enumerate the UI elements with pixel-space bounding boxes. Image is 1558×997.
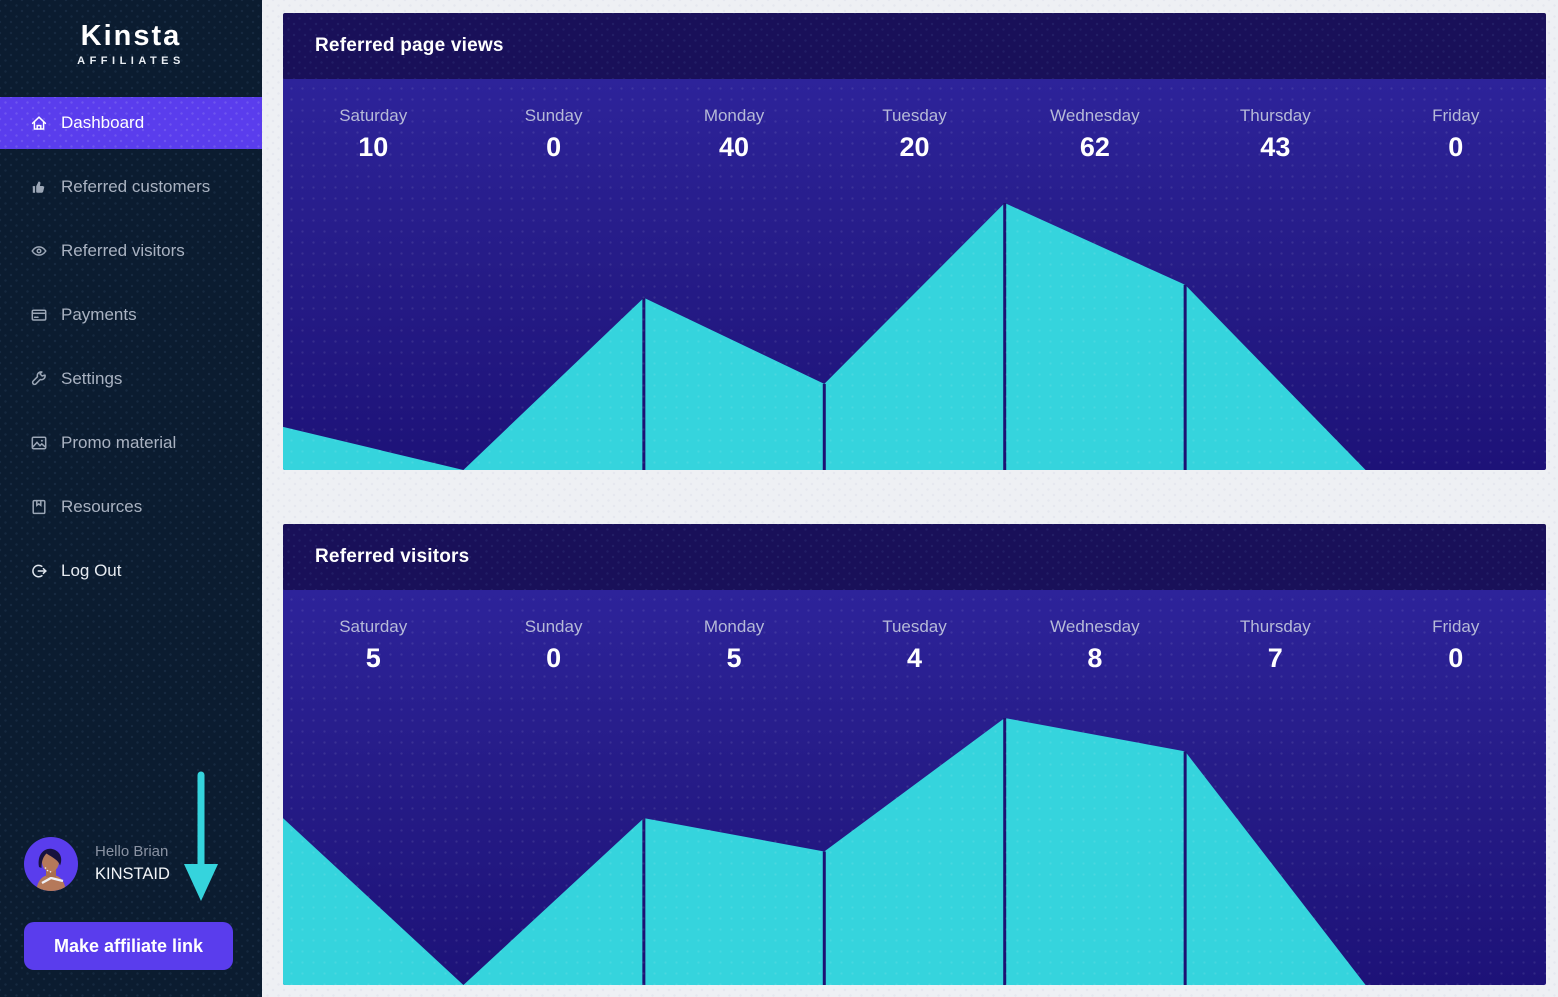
home-icon	[30, 114, 48, 132]
day-value: 0	[546, 132, 562, 162]
day-value: 62	[1079, 132, 1110, 162]
brand-logo: Kinsta AFFILIATES	[0, 0, 262, 67]
user-username: KINSTAID	[95, 865, 170, 883]
chart-column-thursday: Thursday 7	[1185, 590, 1365, 674]
chart-column-friday: Friday 0	[1366, 590, 1546, 674]
day-value: 8	[1087, 643, 1103, 673]
user-greeting: Hello Brian	[95, 843, 169, 860]
sidebar-item-payments[interactable]: Payments	[0, 289, 262, 341]
chart-column-sunday: Sunday 0	[463, 79, 643, 163]
down-arrow-icon	[184, 771, 218, 901]
chart-column-monday: Monday 40	[644, 79, 824, 163]
day-value: 5	[726, 643, 742, 673]
day-value: 43	[1260, 132, 1291, 162]
chart-title: Referred page views	[315, 35, 504, 56]
sidebar-item-label: Settings	[61, 369, 123, 388]
sidebar-item-resources[interactable]: Resources	[0, 481, 262, 533]
sidebar-item-log-out[interactable]: Log Out	[0, 545, 262, 597]
day-label: Saturday	[339, 106, 408, 125]
brand-tagline: AFFILIATES	[77, 55, 185, 67]
user-info: Hello Brian KINSTAID	[24, 837, 170, 891]
chart-card-header: Referred visitors	[283, 524, 1546, 590]
sidebar-item-label: Payments	[61, 305, 137, 324]
brand-name: Kinsta	[80, 20, 182, 52]
sidebar-item-label: Promo material	[61, 433, 177, 452]
day-label: Friday	[1432, 617, 1480, 636]
sidebar-item-label: Dashboard	[61, 113, 145, 132]
day-label: Tuesday	[882, 617, 947, 636]
area-chart	[283, 203, 1366, 470]
chart-card-referred-page-views: Referred page views Saturday 10 Sunday 0 Mon…	[283, 13, 1546, 470]
chart-column-saturday: Saturday 10	[283, 79, 463, 163]
chart-title: Referred visitors	[315, 546, 470, 567]
day-label: Monday	[703, 106, 765, 125]
chart-column-thursday: Thursday 43	[1185, 79, 1365, 163]
sidebar-item-dashboard[interactable]: Dashboard	[0, 97, 262, 149]
sidebar-item-label: Resources	[61, 497, 143, 516]
sidebar-item-settings[interactable]: Settings	[0, 353, 262, 405]
day-label: Wednesday	[1050, 617, 1140, 636]
day-label: Monday	[703, 617, 765, 636]
chart-column-tuesday: Tuesday 20	[824, 79, 1004, 163]
chart-column-wednesday: Wednesday 8	[1005, 590, 1185, 674]
thumbs-up-icon	[30, 178, 48, 196]
day-label: Tuesday	[882, 106, 947, 125]
day-value: 7	[1267, 643, 1283, 673]
chart-column-monday: Monday 5	[644, 590, 824, 674]
sidebar-item-label: Referred customers	[61, 177, 211, 196]
chart-labels-row: Saturday 5 Sunday 0 Monday 5 Tuesday 4 Wednesday…	[283, 590, 1546, 674]
day-label: Friday	[1432, 106, 1480, 125]
day-label: Thursday	[1239, 617, 1311, 636]
chart-card-header: Referred page views	[283, 13, 1546, 79]
day-value: 0	[1448, 643, 1464, 673]
eye-icon	[30, 242, 48, 260]
day-value: 4	[906, 643, 922, 673]
day-value: 10	[358, 132, 389, 162]
sidebar: Kinsta AFFILIATES Dashboard Referred cust…	[0, 0, 262, 997]
chart-card-referred-visitors: Referred visitors Saturday 5 Sunday 0 Monday…	[283, 524, 1546, 985]
make-affiliate-link-button[interactable]: Make affiliate link	[24, 922, 233, 970]
wrench-icon	[30, 370, 48, 388]
area-chart	[283, 718, 1366, 985]
avatar	[24, 837, 78, 891]
image-icon	[30, 434, 48, 452]
sidebar-item-referred-customers[interactable]: Referred customers	[0, 161, 262, 213]
credit-card-icon	[30, 306, 48, 324]
day-label: Saturday	[339, 617, 408, 636]
chart-column-sunday: Sunday 0	[463, 590, 643, 674]
day-value: 0	[546, 643, 562, 673]
chart-labels-row: Saturday 10 Sunday 0 Monday 40 Tuesday 20 Wednes…	[283, 79, 1546, 163]
day-label: Sunday	[524, 106, 583, 125]
day-value: 20	[899, 132, 930, 162]
day-label: Wednesday	[1050, 106, 1140, 125]
chart-column-tuesday: Tuesday 4	[824, 590, 1004, 674]
sidebar-item-promo-material[interactable]: Promo material	[0, 417, 262, 469]
day-label: Sunday	[524, 617, 583, 636]
sidebar-item-referred-visitors[interactable]: Referred visitors	[0, 225, 262, 277]
user-texts: Hello Brian KINSTAID	[95, 842, 170, 886]
sidebar-item-label: Log Out	[61, 561, 122, 580]
chart-plot-area: Saturday 5 Sunday 0 Monday 5 Tuesday 4 Wednesday…	[283, 590, 1546, 985]
chart-column-wednesday: Wednesday 62	[1005, 79, 1185, 163]
chart-column-saturday: Saturday 5	[283, 590, 463, 674]
day-label: Thursday	[1239, 106, 1311, 125]
day-value: 5	[365, 643, 381, 673]
book-icon	[30, 498, 48, 516]
chart-plot-area: Saturday 10 Sunday 0 Monday 40 Tuesday 20 Wednes…	[283, 79, 1546, 470]
day-value: 40	[719, 132, 750, 162]
logout-icon	[30, 562, 48, 580]
main-content: Referred page views Saturday 10 Sunday 0 Mon…	[262, 0, 1558, 997]
sidebar-item-label: Referred visitors	[61, 241, 185, 260]
day-value: 0	[1448, 132, 1464, 162]
sidebar-nav: Dashboard Referred customers Referred visi…	[0, 97, 262, 597]
chart-column-friday: Friday 0	[1366, 79, 1546, 163]
